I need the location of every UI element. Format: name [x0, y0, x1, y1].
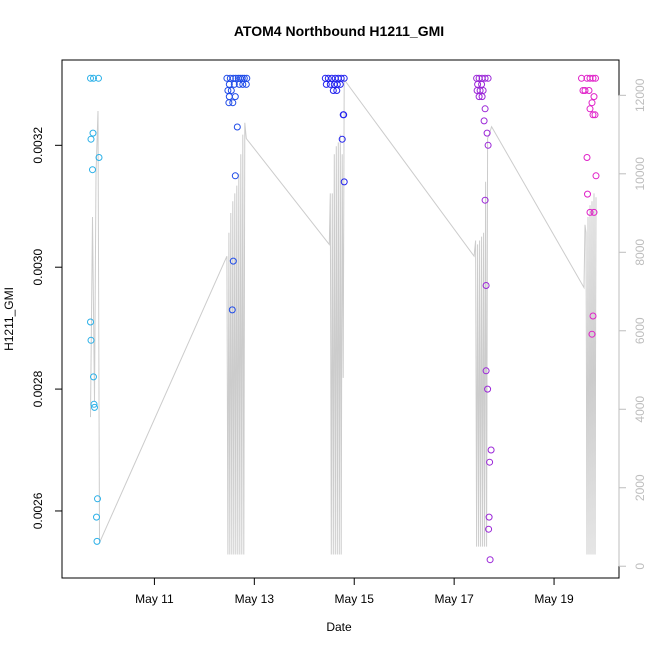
x-axis-label: Date	[326, 620, 352, 634]
data-point	[592, 172, 600, 180]
data-point	[581, 87, 589, 94]
data-point	[87, 135, 95, 143]
data-point	[225, 93, 233, 101]
data-point	[591, 111, 599, 119]
data-point	[87, 318, 94, 326]
data-point	[589, 74, 597, 82]
data-point	[478, 93, 486, 101]
data-point	[93, 513, 100, 521]
data-point	[592, 74, 599, 82]
y-left-tick-label: 0.0028	[31, 370, 45, 407]
data-point	[229, 99, 237, 107]
y-axis-left: 0.0026 0.0028 0.0030 0.0032	[31, 127, 62, 529]
data-point	[481, 196, 489, 204]
data-point	[233, 123, 241, 131]
data-point	[585, 87, 593, 94]
data-point	[484, 385, 492, 393]
data-point	[589, 312, 597, 320]
data-point	[340, 74, 348, 82]
y-left-tick-label: 0.0032	[31, 127, 45, 164]
data-point	[227, 87, 235, 94]
data-point	[242, 80, 250, 88]
y-right-tick-label: 6000	[633, 317, 647, 344]
data-point	[95, 74, 102, 82]
data-point	[329, 87, 337, 94]
data-point	[482, 367, 490, 375]
data-point	[326, 80, 334, 88]
data-point	[235, 80, 243, 88]
data-point	[487, 446, 495, 454]
y-right-tick-label: 2000	[633, 474, 647, 501]
data-point	[584, 190, 591, 198]
data-point	[230, 80, 238, 88]
data-point	[229, 257, 237, 265]
data-point	[90, 400, 98, 408]
data-point	[87, 336, 95, 344]
data-point	[231, 93, 239, 101]
data-point	[478, 80, 486, 88]
y-left-tick-label: 0.0026	[31, 492, 45, 529]
data-point	[588, 99, 596, 107]
data-point	[91, 403, 98, 411]
secondary-line-layer	[90, 78, 597, 555]
data-point	[590, 93, 598, 101]
y-left-tick-label: 0.0030	[31, 249, 45, 286]
data-point	[228, 306, 236, 314]
y-right-tick-label: 12000	[633, 78, 647, 112]
x-axis: May 11 May 13 May 15 May 17 May 19	[135, 578, 574, 606]
data-point	[475, 93, 483, 101]
data-point	[480, 117, 488, 125]
y-right-tick-label: 8000	[633, 239, 647, 266]
y-axis-label: H1211_GMI	[2, 287, 16, 351]
data-point	[322, 80, 330, 88]
data-point	[481, 105, 489, 113]
data-point	[94, 495, 101, 503]
data-point	[590, 208, 598, 216]
data-point	[485, 513, 493, 521]
data-point	[485, 525, 493, 533]
data-point	[481, 74, 489, 82]
data-point	[95, 154, 103, 161]
data-point	[486, 458, 494, 466]
data-point	[483, 129, 491, 137]
data-point	[340, 178, 348, 186]
data-point	[586, 105, 594, 113]
x-tick-label: May 17	[434, 592, 474, 606]
data-point	[336, 80, 344, 88]
data-point	[90, 373, 97, 381]
data-point	[486, 556, 494, 564]
scatter-points-layer	[87, 74, 600, 564]
data-point	[90, 74, 97, 82]
data-point	[340, 111, 348, 119]
y-right-tick-label: 0	[633, 563, 647, 570]
secondary-series-line	[90, 78, 597, 555]
x-tick-label: May 15	[335, 592, 375, 606]
data-point	[583, 154, 591, 161]
data-point	[239, 80, 247, 88]
data-point	[338, 135, 346, 143]
data-point	[225, 99, 233, 107]
data-point	[89, 129, 97, 137]
y-right-tick-label: 10000	[633, 157, 647, 191]
x-tick-label: May 11	[135, 592, 174, 606]
data-point	[87, 74, 94, 82]
data-point	[231, 172, 239, 180]
data-point	[588, 330, 596, 338]
data-point	[89, 166, 96, 174]
x-tick-label: May 13	[235, 592, 275, 606]
data-point	[93, 537, 101, 545]
data-point	[484, 141, 492, 149]
x-tick-label: May 19	[534, 592, 574, 606]
y-axis-right: 0 2000 4000 6000 8000 10000 12000	[618, 78, 647, 570]
data-point	[333, 87, 341, 94]
y-right-tick-label: 4000	[633, 396, 647, 423]
data-point	[482, 282, 490, 289]
data-point	[324, 74, 332, 82]
chart-title: ATOM4 Northbound H1211_GMI	[234, 23, 444, 39]
data-point	[586, 208, 594, 216]
data-point	[589, 111, 597, 119]
data-point	[484, 74, 492, 82]
